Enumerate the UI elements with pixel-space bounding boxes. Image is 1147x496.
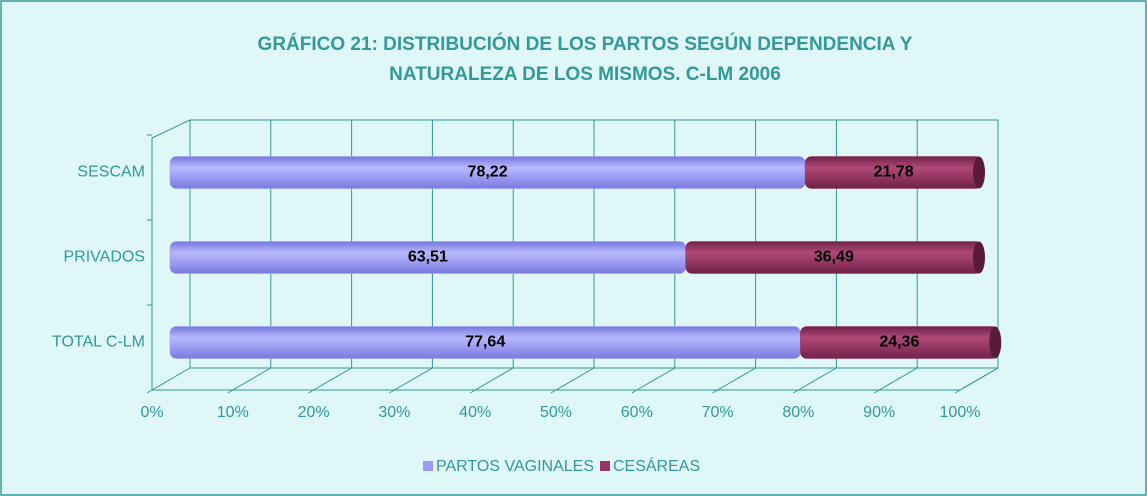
x-tick-label: 0% [140, 404, 163, 421]
legend-label: CESÁREAS [613, 456, 700, 475]
legend-swatch [423, 461, 433, 471]
grid-line [959, 367, 999, 391]
grid-line [232, 367, 272, 391]
x-tick-label: 60% [621, 404, 653, 421]
x-tick-label: 30% [378, 404, 410, 421]
x-tick-label: 50% [540, 404, 572, 421]
tick-mark [146, 389, 153, 394]
y-tick-label: SESCAM [77, 164, 145, 181]
tick-mark [873, 389, 880, 394]
tick-mark [469, 389, 476, 394]
tick-mark [712, 389, 718, 394]
x-tick-label: 100% [940, 404, 981, 421]
tick-mark [227, 389, 234, 394]
x-tick-label: 80% [782, 404, 814, 421]
value-label: 78,22 [468, 164, 508, 181]
tick-mark [631, 389, 638, 394]
grid-line [878, 367, 918, 391]
x-tick-label: 40% [459, 404, 491, 421]
chart-title: GRÁFICO 21: DISTRIBUCIÓN DE LOS PARTOS S… [258, 33, 913, 85]
tick-mark [793, 389, 799, 394]
x-tick-label: 20% [298, 404, 330, 421]
value-label: 21,78 [874, 164, 914, 181]
bar-cap [973, 156, 985, 189]
y-tick-label: PRIVADOS [64, 249, 146, 266]
value-label: 36,49 [814, 249, 854, 266]
grid-line [474, 367, 514, 391]
y-tick-label: TOTAL C-LM [52, 334, 145, 351]
tick-mark [389, 389, 395, 394]
grid-line [555, 367, 595, 391]
tick-mark [308, 389, 314, 394]
grid-line [313, 367, 352, 391]
legend-label: PARTOS VAGINALES [436, 458, 594, 475]
grid-line [636, 367, 676, 391]
grid-line [717, 367, 756, 391]
value-label: 24,36 [879, 334, 919, 351]
x-tick-label: 10% [217, 404, 249, 421]
grid-line [798, 367, 837, 391]
tick-mark [550, 389, 557, 394]
grid-line [151, 367, 191, 391]
x-tick-label: 70% [702, 404, 734, 421]
value-label: 63,51 [408, 249, 448, 266]
legend-swatch [599, 461, 610, 471]
x-tick-label: 90% [863, 404, 895, 421]
grid-line [394, 367, 433, 391]
bar-cap [973, 241, 985, 274]
bar-cap [989, 326, 1002, 359]
value-label: 77,64 [465, 334, 505, 351]
tick-mark [954, 389, 961, 394]
